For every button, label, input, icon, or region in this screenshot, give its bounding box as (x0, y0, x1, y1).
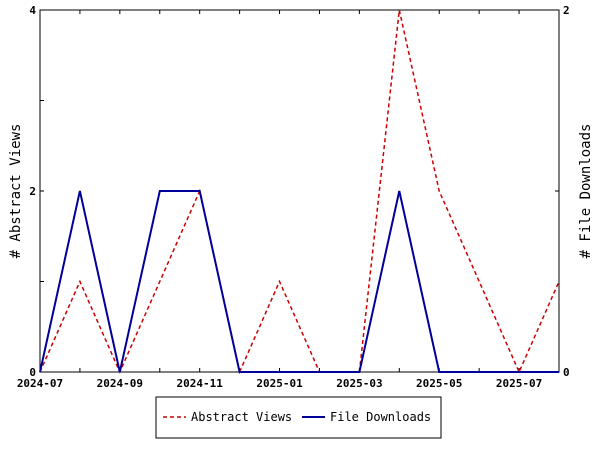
x-tick-label: 2024-09 (97, 377, 143, 390)
y2-tick-label: 0 (563, 366, 570, 379)
x-tick-label: 2024-11 (177, 377, 224, 390)
x-tick-label: 2025-03 (336, 377, 382, 390)
x-tick-label: 2025-07 (496, 377, 542, 390)
y-tick-label: 0 (29, 366, 36, 379)
series-layer (39, 9, 560, 375)
legend-box (155, 396, 442, 439)
x-tick-label: 2025-05 (416, 377, 462, 390)
y2-tick-label: 2 (563, 4, 570, 17)
y-axis-left: 0 2 4 (29, 4, 44, 379)
series-line-abstract-views (39, 9, 560, 375)
legend-label-abstract-views: Abstract Views (191, 410, 292, 424)
y-tick-label: 4 (29, 4, 36, 17)
legend: Abstract Views File Downloads (155, 396, 442, 439)
plot-area (39, 9, 560, 373)
y-axis-title-left: # Abstract Views (8, 124, 24, 259)
series-line-file-downloads (39, 190, 559, 373)
y-tick-label: 2 (29, 185, 36, 198)
x-axis: 2024-07 2024-09 2024-11 2025-01 2025-03 2025-… (17, 10, 560, 390)
legend-label-file-downloads: File Downloads (330, 410, 431, 424)
x-tick-label: 2025-01 (256, 377, 303, 390)
y-axis-title-right: # File Downloads (578, 124, 594, 259)
x-tick-label: 2024-07 (17, 377, 63, 390)
